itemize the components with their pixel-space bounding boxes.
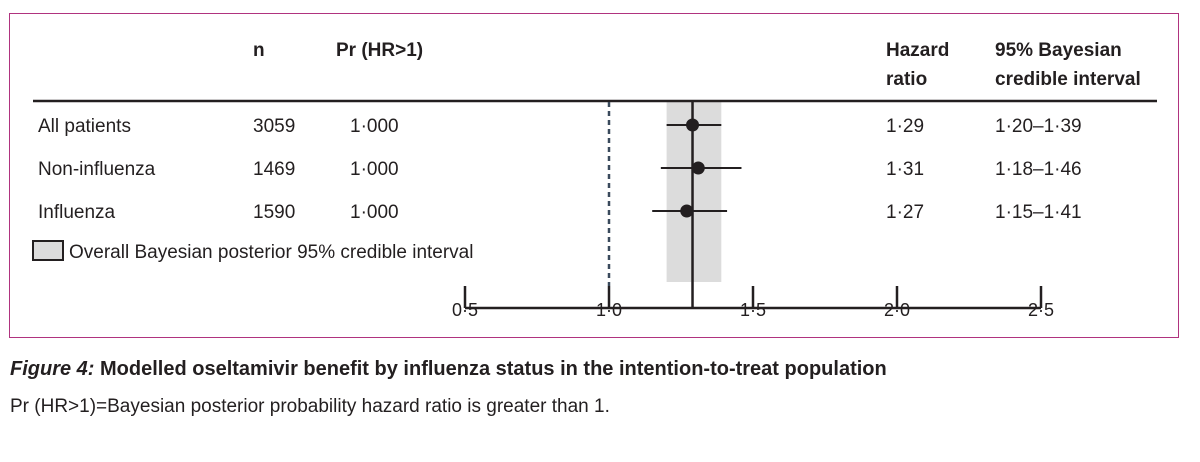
header-hazard-ratio-line2: ratio [886,69,927,90]
row-non-influenza: Non-influenza 1469 1·000 1·31 1·18–1·46 [38,159,1082,180]
row-ci: 1·15–1·41 [995,202,1082,223]
legend-swatch [32,240,64,261]
row-ci: 1·18–1·46 [995,159,1082,180]
x-axis: 0·5 1·0 1·5 2·0 2·5 [452,286,1054,320]
row-hr: 1·31 [886,159,924,180]
point-estimate [691,161,705,175]
x-tick-label: 2·0 [884,300,910,320]
row-n: 1469 [253,159,295,180]
row-n: 3059 [253,116,295,137]
legend: Overall Bayesian posterior 95% credible … [32,240,473,263]
row-hr: 1·29 [886,116,924,137]
x-tick-label: 2·5 [1028,300,1054,320]
x-tick-label: 0·5 [452,300,478,320]
point-estimate [686,118,700,132]
row-label: Non-influenza [38,159,156,180]
row-hr: 1·27 [886,202,924,223]
row-n: 1590 [253,202,295,223]
figure-note: Pr (HR>1)=Bayesian posterior probability… [10,396,610,417]
row-pr: 1·000 [350,159,399,180]
point-estimate [680,204,694,218]
row-pr: 1·000 [350,116,399,137]
x-tick-label: 1·0 [596,300,622,320]
figure-caption: Figure 4: Modelled oseltamivir benefit b… [10,358,887,381]
row-all-patients: All patients 3059 1·000 1·29 1·20–1·39 [38,116,1082,137]
row-label: Influenza [38,202,116,223]
figure-frame: n Pr (HR>1) Hazard ratio 95% Bayesian cr… [9,13,1179,338]
header-ci-line2: credible interval [995,69,1141,90]
forest-plot: n Pr (HR>1) Hazard ratio 95% Bayesian cr… [32,40,1157,320]
row-ci: 1·20–1·39 [995,116,1082,137]
row-label: All patients [38,116,131,137]
figure-label: Figure 4: [10,358,95,380]
header-n: n [253,40,265,61]
header-pr: Pr (HR>1) [336,40,423,61]
header-hazard-ratio-line1: Hazard [886,40,949,61]
row-influenza: Influenza 1590 1·000 1·27 1·15–1·41 [38,202,1082,223]
header-ci-line1: 95% Bayesian [995,40,1122,61]
legend-label: Overall Bayesian posterior 95% credible … [69,242,473,263]
row-pr: 1·000 [350,202,399,223]
figure-title: Modelled oseltamivir benefit by influenz… [100,358,887,380]
x-tick-label: 1·5 [740,300,766,320]
